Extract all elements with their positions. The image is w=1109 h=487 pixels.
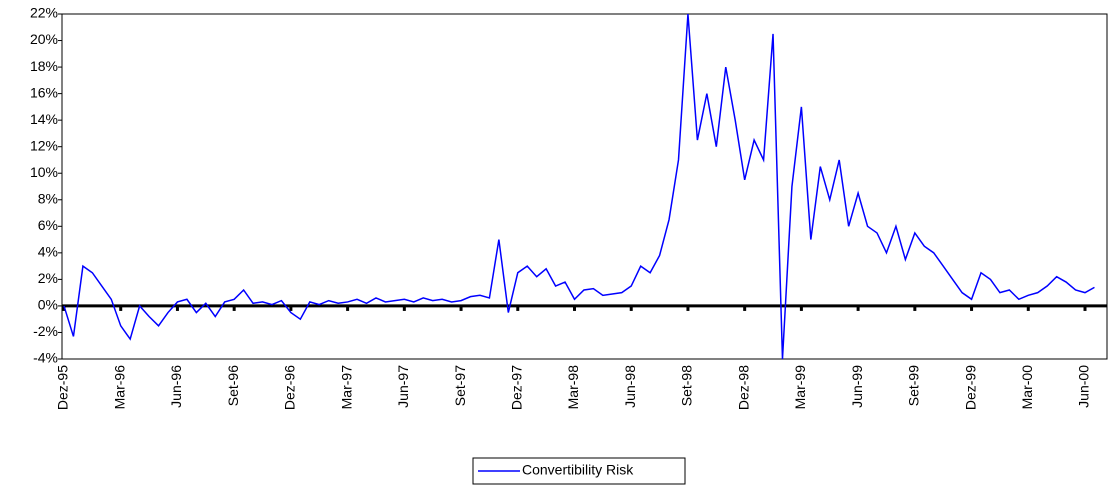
y-tick-label: 0% [38, 297, 58, 313]
y-tick-label: 2% [38, 270, 58, 286]
y-tick-label: -4% [33, 350, 58, 366]
x-tick-label: Mar-99 [792, 365, 808, 410]
legend-label: Convertibility Risk [522, 462, 634, 478]
x-tick-label: Dez-96 [282, 365, 298, 410]
x-tick-label: Jun-99 [849, 365, 865, 408]
y-tick-label: 12% [30, 137, 58, 153]
x-tick-label: Set-96 [225, 365, 241, 406]
y-tick-label: 14% [30, 111, 58, 127]
x-tick-label: Set-97 [452, 365, 468, 406]
x-tick-label: Set-99 [906, 365, 922, 406]
x-tick-label: Dez-95 [55, 365, 71, 410]
x-tick-label: Mar-97 [338, 365, 354, 410]
y-tick-label: 22% [30, 5, 58, 21]
x-tick-label: Jun-98 [622, 365, 638, 408]
x-tick-label: Mar-98 [565, 365, 581, 410]
x-tick-label: Mar-00 [1019, 365, 1035, 410]
y-tick-label: 4% [38, 244, 58, 260]
series-line [63, 13, 1095, 360]
x-tick-label: Dez-98 [735, 365, 751, 410]
x-tick-label: Jun-00 [1076, 365, 1092, 408]
y-tick-label: 16% [30, 84, 58, 100]
y-tick-label: 20% [30, 31, 58, 47]
y-tick-label: 18% [30, 58, 58, 74]
x-tick-label: Dez-99 [962, 365, 978, 410]
x-tick-label: Mar-96 [111, 365, 127, 410]
x-tick-label: Jun-97 [395, 365, 411, 408]
y-tick-label: 10% [30, 164, 58, 180]
y-tick-label: -2% [33, 323, 58, 339]
y-tick-label: 6% [38, 217, 58, 233]
x-tick-label: Set-98 [679, 365, 695, 406]
y-tick-label: 8% [38, 190, 58, 206]
legend: Convertibility Risk [472, 457, 686, 485]
x-tick-label: Jun-96 [168, 365, 184, 408]
plot-frame [61, 13, 1108, 360]
x-tick-label: Dez-97 [508, 365, 524, 410]
